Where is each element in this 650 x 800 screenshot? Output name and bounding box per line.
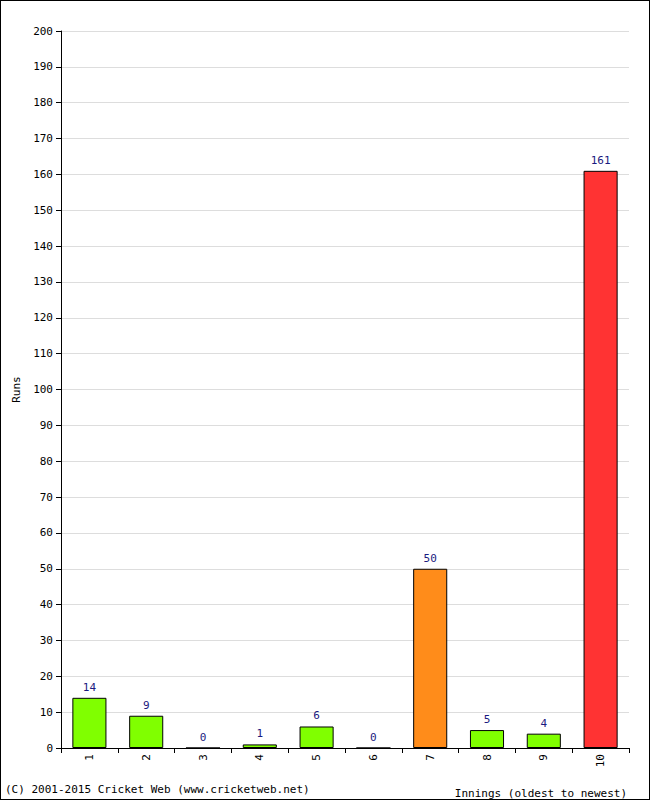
svg-text:80: 80: [40, 455, 53, 468]
svg-text:50: 50: [424, 552, 437, 565]
svg-text:70: 70: [40, 491, 53, 504]
svg-text:130: 130: [33, 275, 53, 288]
svg-text:180: 180: [33, 96, 53, 109]
svg-text:150: 150: [33, 204, 53, 217]
svg-text:0: 0: [370, 731, 377, 744]
svg-text:4: 4: [540, 717, 547, 730]
svg-text:5: 5: [310, 754, 323, 761]
svg-text:20: 20: [40, 670, 53, 683]
svg-text:1: 1: [256, 727, 263, 740]
svg-text:6: 6: [367, 754, 380, 761]
svg-text:40: 40: [40, 598, 53, 611]
svg-text:170: 170: [33, 132, 53, 145]
svg-text:190: 190: [33, 60, 53, 73]
svg-text:4: 4: [253, 754, 266, 761]
svg-text:5: 5: [484, 713, 491, 726]
svg-text:1: 1: [83, 754, 96, 761]
svg-text:8: 8: [481, 754, 494, 761]
svg-text:100: 100: [33, 383, 53, 396]
svg-text:Runs: Runs: [10, 376, 23, 403]
svg-text:0: 0: [200, 731, 207, 744]
svg-text:200: 200: [33, 25, 53, 38]
svg-text:161: 161: [591, 154, 611, 167]
svg-text:140: 140: [33, 240, 53, 253]
svg-text:(C) 2001-2015 Cricket Web (www: (C) 2001-2015 Cricket Web (www.cricketwe…: [5, 783, 310, 796]
svg-text:Innings (oldest to newest): Innings (oldest to newest): [455, 787, 627, 799]
svg-text:30: 30: [40, 634, 53, 647]
svg-text:6: 6: [313, 709, 320, 722]
svg-text:9: 9: [143, 699, 150, 712]
svg-text:2: 2: [140, 754, 153, 761]
svg-text:50: 50: [40, 562, 53, 575]
svg-text:3: 3: [197, 754, 210, 761]
svg-text:10: 10: [40, 706, 53, 719]
svg-text:120: 120: [33, 311, 53, 324]
svg-text:14: 14: [83, 681, 97, 694]
svg-text:7: 7: [424, 754, 437, 761]
svg-text:60: 60: [40, 526, 53, 539]
svg-text:160: 160: [33, 168, 53, 181]
svg-text:90: 90: [40, 419, 53, 432]
svg-text:0: 0: [46, 742, 53, 755]
svg-text:10: 10: [594, 754, 607, 767]
svg-text:9: 9: [537, 754, 550, 761]
svg-text:110: 110: [33, 347, 53, 360]
